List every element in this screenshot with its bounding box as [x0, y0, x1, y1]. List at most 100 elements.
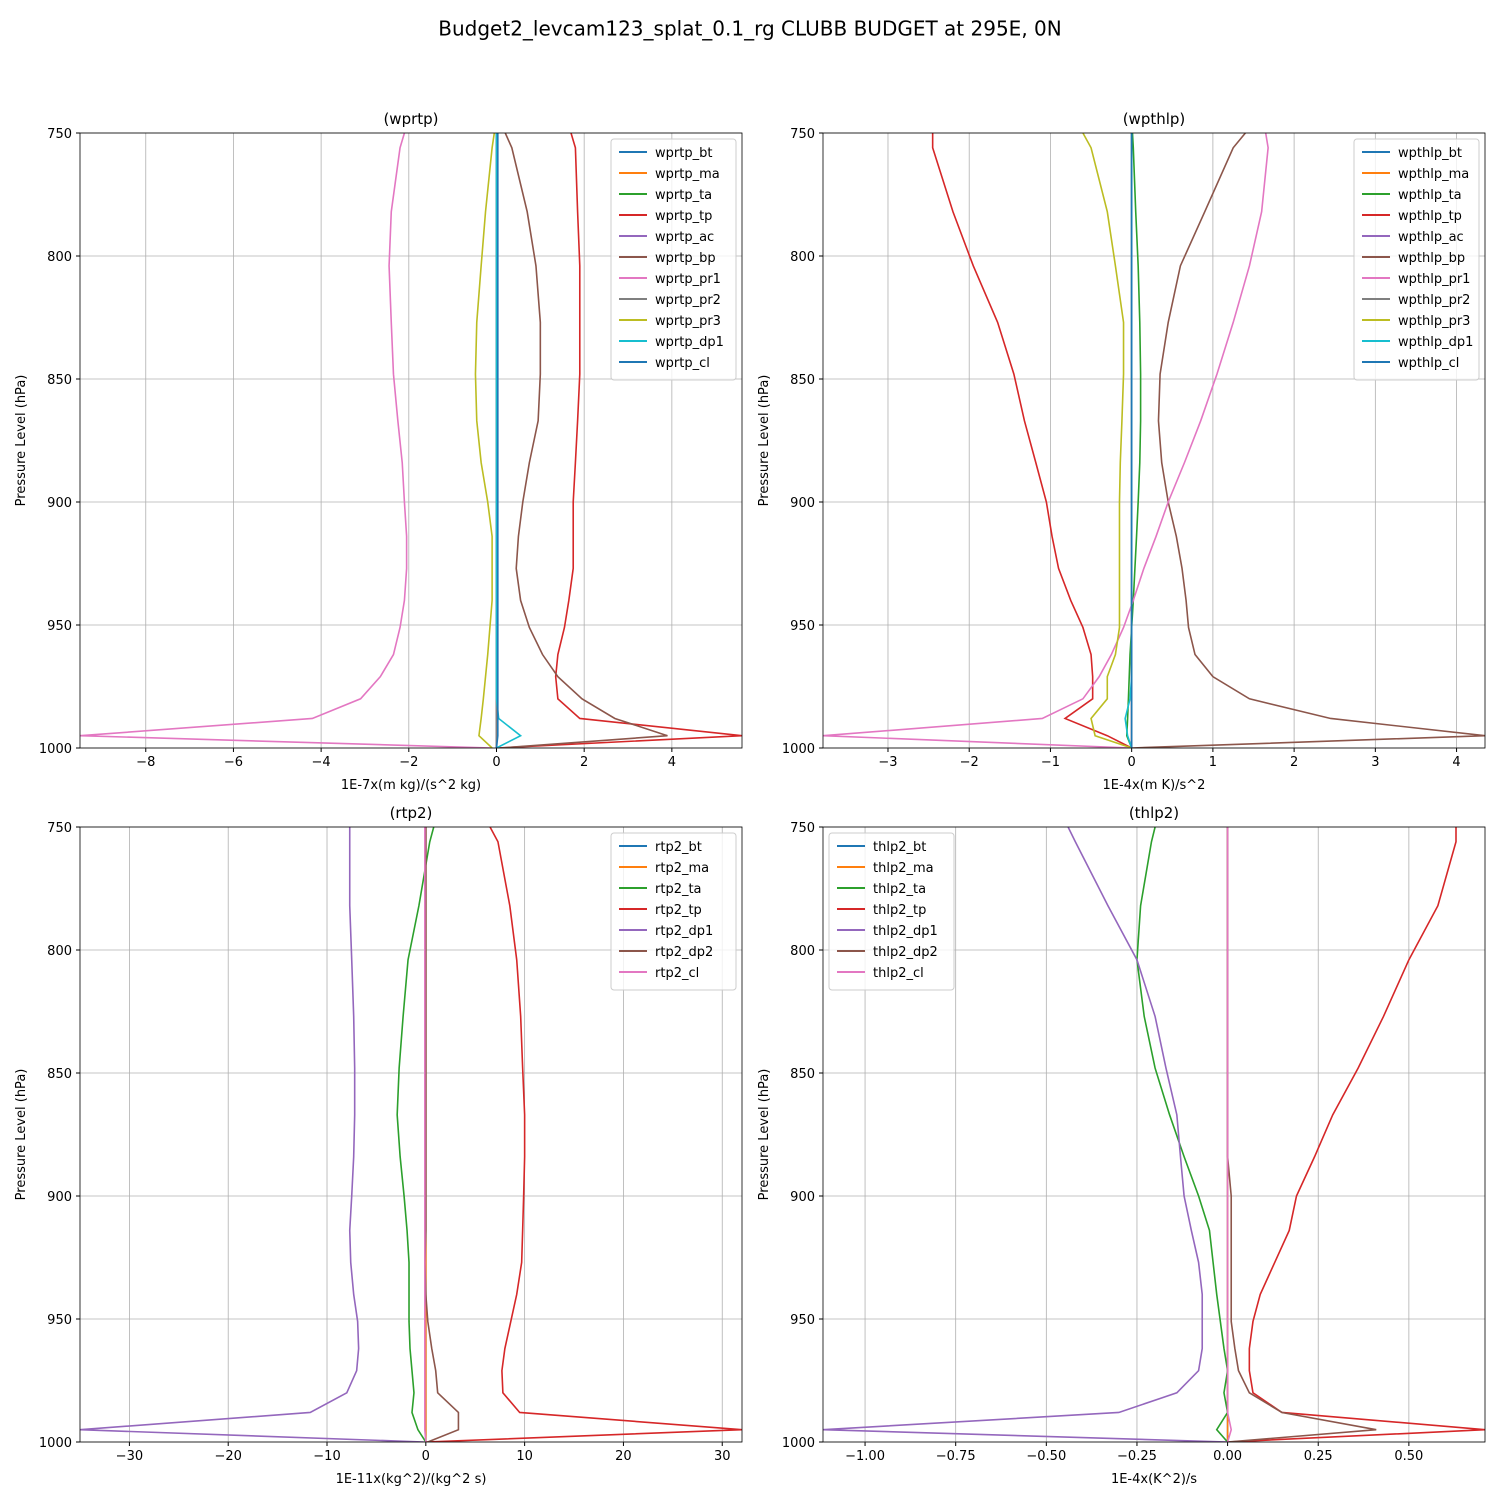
series-line — [496, 133, 742, 748]
subplot-title: (wprtp) — [383, 110, 438, 128]
plot-frame — [822, 132, 1486, 749]
legend-label: wpthlp_dp1 — [1398, 335, 1473, 350]
x-tick-label: 3 — [1371, 755, 1379, 770]
legend-label: thlp2_bt — [873, 840, 926, 855]
x-axis-label: 1E-4x(K^2)/s — [1111, 1472, 1197, 1487]
y-tick-label: 900 — [47, 496, 72, 511]
series-line — [474, 133, 496, 748]
series-line — [80, 827, 424, 1442]
legend: thlp2_bt thlp2_ma thlp2_ta thlp2_tp thlp2_dp… — [828, 832, 955, 991]
y-tick-label: 900 — [790, 1190, 815, 1205]
legend-label: thlp2_dp1 — [873, 924, 938, 939]
legend-label: wprtp_dp1 — [655, 335, 724, 350]
y-tick-label: 800 — [47, 250, 72, 265]
series-line — [424, 827, 460, 1442]
legend-label: wprtp_tp — [655, 209, 712, 224]
subplot-title: (wpthlp) — [1123, 110, 1186, 128]
y-tick-label: 850 — [47, 373, 72, 388]
x-tick-label: −30 — [116, 1449, 143, 1464]
series-line — [823, 827, 1228, 1442]
legend-label: wprtp_pr1 — [655, 272, 721, 287]
x-tick-label: 10 — [516, 1449, 533, 1464]
x-tick-label: 0.50 — [1394, 1449, 1423, 1464]
legend-label: wprtp_ma — [655, 167, 720, 182]
series-line — [1125, 133, 1142, 748]
x-tick-label: −1.00 — [845, 1449, 885, 1464]
subplot: −3 −2 −1 0 1 2 3 4 750 800 850 900 950 1000 (wpthlp) 1E… — [757, 110, 1486, 793]
legend: wprtp_bt wprtp_ma wprtp_ta wprtp_tp wprtp_ac… — [610, 138, 737, 381]
y-axis-label: Pressure Level (hPa) — [14, 1069, 29, 1201]
y-tick-label: 950 — [47, 619, 72, 634]
x-tick-label: −6 — [224, 755, 243, 770]
legend-label: wprtp_pr3 — [655, 314, 721, 329]
legend-label: rtp2_tp — [655, 903, 702, 918]
x-tick-label: −4 — [312, 755, 331, 770]
y-tick-label: 950 — [790, 1313, 815, 1328]
x-tick-label: −0.75 — [936, 1449, 976, 1464]
x-tick-label: 20 — [615, 1449, 632, 1464]
legend-label: wpthlp_cl — [1398, 356, 1459, 371]
subplot-title: (thlp2) — [1129, 804, 1179, 822]
legend-label: wprtp_cl — [655, 356, 710, 371]
series-line — [1082, 133, 1132, 748]
series-line — [495, 133, 523, 748]
y-tick-label: 1000 — [782, 1436, 815, 1451]
y-tick-label: 800 — [790, 250, 815, 265]
series-line — [1226, 827, 1233, 1442]
y-tick-label: 850 — [790, 373, 815, 388]
x-tick-label: 0 — [1128, 755, 1136, 770]
legend-label: wpthlp_ta — [1398, 188, 1462, 203]
y-tick-label: 800 — [47, 944, 72, 959]
legend-label: wpthlp_pr3 — [1398, 314, 1470, 329]
x-tick-label: −20 — [214, 1449, 241, 1464]
series-line — [823, 133, 1269, 748]
series-line — [1131, 133, 1485, 748]
y-tick-label: 750 — [790, 127, 815, 142]
x-tick-label: 1 — [1209, 755, 1217, 770]
y-axis-label: Pressure Level (hPa) — [757, 1069, 772, 1201]
series-line — [931, 133, 1133, 748]
series-line — [495, 133, 499, 748]
x-tick-label: 0.00 — [1213, 1449, 1242, 1464]
y-tick-label: 900 — [790, 496, 815, 511]
y-tick-label: 850 — [47, 1067, 72, 1082]
x-axis-label: 1E-11x(kg^2)/(kg^2 s) — [336, 1472, 487, 1487]
series-line — [1227, 827, 1485, 1442]
plot-frame — [79, 826, 743, 1443]
y-axis-label: Pressure Level (hPa) — [14, 375, 29, 507]
legend-label: thlp2_ma — [873, 861, 934, 876]
y-tick-label: 750 — [47, 821, 72, 836]
y-tick-label: 850 — [790, 1067, 815, 1082]
series-line — [500, 133, 668, 748]
x-tick-label: −1 — [1041, 755, 1060, 770]
legend-label: rtp2_cl — [655, 966, 699, 981]
legend-label: thlp2_dp2 — [873, 945, 938, 960]
series-line — [424, 827, 427, 1442]
legend-label: thlp2_ta — [873, 882, 926, 897]
plot-frame — [79, 132, 743, 749]
legend-label: wpthlp_pr2 — [1398, 293, 1470, 308]
y-tick-label: 1000 — [782, 742, 815, 757]
legend-label: rtp2_ta — [655, 882, 702, 897]
x-tick-label: −2 — [960, 755, 979, 770]
legend-label: wprtp_bp — [655, 251, 716, 266]
legend-label: wpthlp_bp — [1398, 251, 1465, 266]
legend-label: wprtp_ac — [655, 230, 714, 245]
x-tick-label: 2 — [1290, 755, 1298, 770]
x-tick-label: −0.25 — [1117, 1449, 1157, 1464]
x-tick-label: −0.50 — [1026, 1449, 1066, 1464]
subplot: −30 −20 −10 0 10 20 30 750 800 850 900 950 1000 (rtp2… — [14, 804, 743, 1487]
x-tick-label: 4 — [1452, 755, 1460, 770]
legend-label: rtp2_dp1 — [655, 924, 713, 939]
legend-label: wpthlp_pr1 — [1398, 272, 1470, 287]
legend-label: wprtp_pr2 — [655, 293, 721, 308]
legend-label: wpthlp_tp — [1398, 209, 1462, 224]
x-tick-label: −3 — [878, 755, 897, 770]
x-tick-label: −8 — [136, 755, 155, 770]
y-tick-label: 800 — [790, 944, 815, 959]
y-tick-label: 1000 — [39, 742, 72, 757]
y-tick-label: 1000 — [39, 1436, 72, 1451]
plot-frame — [822, 826, 1486, 1443]
